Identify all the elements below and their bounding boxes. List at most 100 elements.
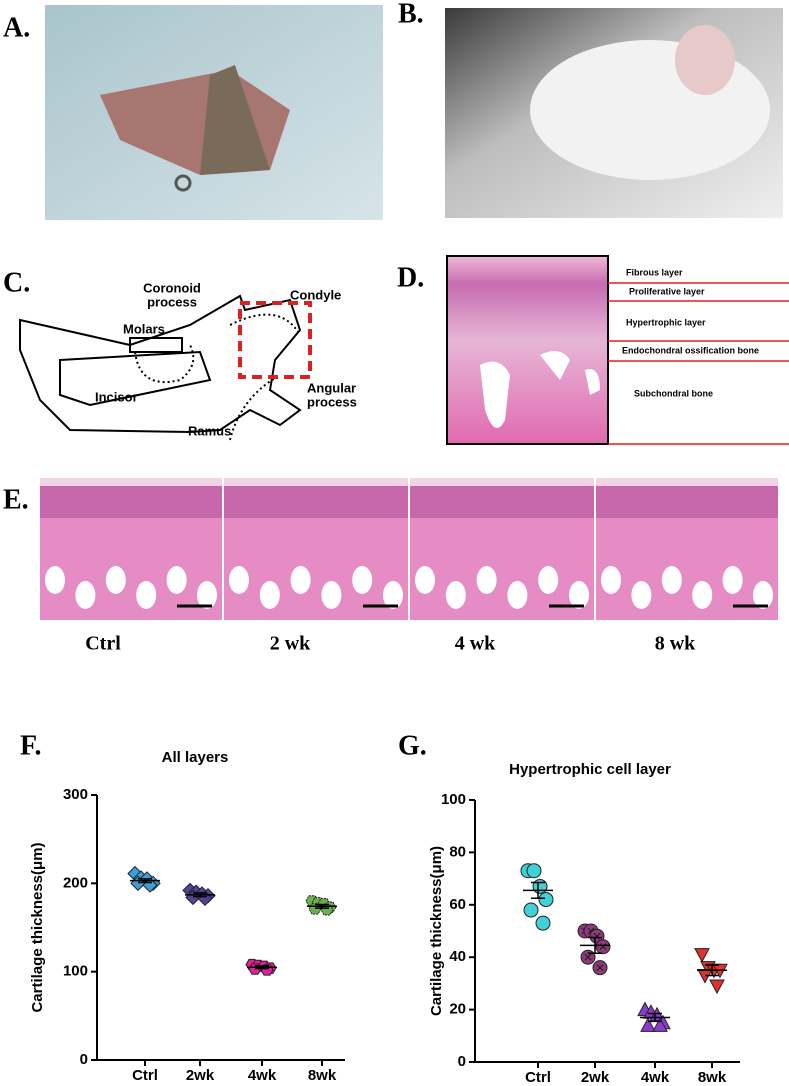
data-point: [538, 892, 554, 908]
y-tick-label: 0: [80, 1051, 88, 1068]
panel-label: A.: [3, 12, 30, 43]
bone-space: [75, 581, 96, 609]
bone-space: [290, 566, 311, 594]
panel-label: F.: [20, 730, 42, 761]
bone-space: [476, 566, 497, 594]
group-label: 2 wk: [270, 633, 311, 655]
bone-space: [569, 581, 589, 609]
bone-space: [753, 581, 773, 609]
x-tick-label: 2wk: [581, 1069, 610, 1086]
bone-space: [415, 566, 435, 594]
condyle-box: [238, 301, 312, 379]
y-tick-label: 0: [458, 1053, 466, 1070]
x-tick-label: Ctrl: [132, 1067, 158, 1084]
diagram-label: process: [147, 294, 197, 309]
y-tick-label: 20: [449, 1001, 466, 1018]
appliance-side: [200, 65, 270, 175]
diagram-label: Angular: [307, 380, 356, 395]
data-point: [640, 1017, 656, 1032]
bone-space: [661, 566, 682, 594]
data-point: [526, 863, 542, 879]
bone-space: [229, 566, 249, 594]
bone-space: [538, 566, 559, 594]
diagram-label: Coronoid: [143, 280, 201, 295]
point-cross: [596, 964, 604, 972]
diagram-label: process: [307, 394, 357, 409]
surface: [410, 478, 594, 486]
panel-label: C.: [3, 267, 30, 298]
chart-title: Hypertrophic cell layer: [509, 761, 671, 778]
surface: [224, 478, 408, 486]
bone-space: [352, 566, 373, 594]
diagram-label: Ramus: [188, 423, 231, 438]
bone-space: [383, 581, 403, 609]
chart-title: All layers: [162, 749, 229, 766]
data-point: [709, 979, 725, 995]
bone-space: [321, 581, 342, 609]
y-tick-label: 100: [63, 963, 88, 980]
surface: [596, 478, 778, 486]
bone-space: [136, 581, 157, 609]
layer-label: Fibrous layer: [626, 267, 683, 277]
diagram-label: Incisor: [95, 389, 138, 404]
data-point: [694, 948, 710, 963]
panel-label: G.: [398, 730, 427, 761]
hook: [174, 174, 192, 192]
surface: [40, 478, 222, 486]
histology-d: [446, 255, 609, 445]
y-tick-label: 40: [449, 948, 466, 965]
layer-label: Subchondral bone: [634, 388, 713, 398]
layer-label: Endochondral ossification bone: [622, 345, 759, 355]
data-point: [532, 878, 548, 894]
sem-bar: [255, 965, 269, 970]
data-point: [523, 902, 539, 918]
bone-space: [259, 581, 280, 609]
y-tick-label: 60: [449, 896, 466, 913]
x-tick-label: Ctrl: [525, 1069, 551, 1086]
sem-bar: [588, 936, 602, 955]
sem-bar: [648, 1012, 662, 1023]
panel-label: D.: [397, 262, 424, 293]
x-tick-label: 4wk: [248, 1067, 277, 1084]
rat-ear: [675, 25, 735, 95]
group-label: 4 wk: [455, 633, 496, 655]
sem-bar: [705, 964, 719, 977]
bone-space: [197, 581, 217, 609]
y-axis-label: Cartilage thickness(μm): [29, 842, 46, 1012]
bone-space: [166, 566, 187, 594]
diagram-label: Molars: [123, 321, 165, 336]
layer-lines: [608, 282, 789, 445]
bone-space: [722, 566, 743, 594]
y-axis-label: Cartilage thickness(μm): [428, 846, 445, 1016]
layer-label: Proliferative layer: [629, 286, 705, 296]
data-point: [308, 903, 322, 915]
y-tick-label: 300: [63, 786, 88, 803]
sem-bar: [531, 881, 545, 899]
y-tick-label: 100: [441, 791, 466, 808]
layer-label: Hypertrophic layer: [626, 317, 706, 327]
group-label: Ctrl: [85, 633, 121, 655]
data-point: [652, 1017, 668, 1032]
panel-label: B.: [398, 0, 424, 29]
dotted-lines: [134, 313, 301, 441]
diagram-label: Condyle: [290, 287, 341, 302]
bone-spaces: [480, 351, 600, 428]
bone-space: [692, 581, 713, 609]
bone-space: [45, 566, 65, 594]
y-tick-label: 200: [63, 874, 88, 891]
bone-space: [445, 581, 466, 609]
bone-space: [507, 581, 528, 609]
group-label: 8 wk: [655, 633, 696, 655]
bone-space: [105, 566, 126, 594]
x-tick-label: 8wk: [308, 1067, 337, 1084]
data-point: [535, 915, 551, 931]
sem-bar: [138, 878, 152, 884]
molars-shape: [129, 337, 183, 353]
incisor-shape: [59, 350, 212, 407]
x-tick-label: 2wk: [186, 1067, 215, 1084]
x-tick-label: 4wk: [641, 1069, 670, 1086]
sem-bar: [193, 892, 207, 898]
data-point: [320, 904, 334, 916]
mandible: [19, 294, 302, 434]
